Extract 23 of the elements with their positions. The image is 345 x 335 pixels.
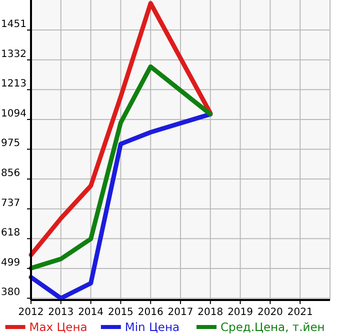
y-tick-label: 737 (1, 198, 20, 209)
x-tick-label: 2013 (48, 307, 74, 318)
x-tick-label: 2020 (257, 307, 283, 318)
x-tick-label: 2018 (198, 307, 224, 318)
legend-label: Min Цена (124, 320, 180, 334)
x-tick-label: 2014 (78, 307, 104, 318)
legend-label: Max Цена (29, 320, 88, 334)
y-tick-label: 856 (1, 168, 20, 180)
x-tick-label: 2012 (18, 307, 44, 318)
y-tick-label: 499 (1, 257, 20, 268)
x-tick-label: 2021 (287, 307, 313, 318)
x-tick-label: 2019 (228, 307, 254, 318)
y-tick-label: 1213 (1, 78, 26, 90)
y-tick-label: 975 (1, 138, 20, 150)
x-tick-label: 2017 (168, 307, 194, 318)
y-tick-label: 380 (1, 287, 20, 298)
x-tick-label: 2016 (138, 307, 164, 318)
y-tick-label: 1332 (1, 48, 26, 60)
y-tick-label: 618 (1, 228, 20, 239)
y-tick-label: 1094 (1, 108, 26, 120)
x-tick-label: 2015 (108, 307, 134, 318)
y-tick-label: 1451 (1, 19, 26, 30)
legend-label: Сред.Цена, т.йен (220, 320, 325, 334)
